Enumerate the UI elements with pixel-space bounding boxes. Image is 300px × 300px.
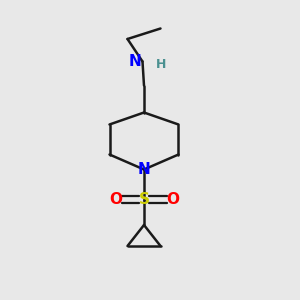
Text: N: N [138, 162, 150, 177]
Text: O: O [166, 192, 179, 207]
Text: N: N [128, 54, 141, 69]
Text: O: O [109, 192, 122, 207]
Text: S: S [139, 192, 149, 207]
Text: H: H [156, 58, 166, 71]
